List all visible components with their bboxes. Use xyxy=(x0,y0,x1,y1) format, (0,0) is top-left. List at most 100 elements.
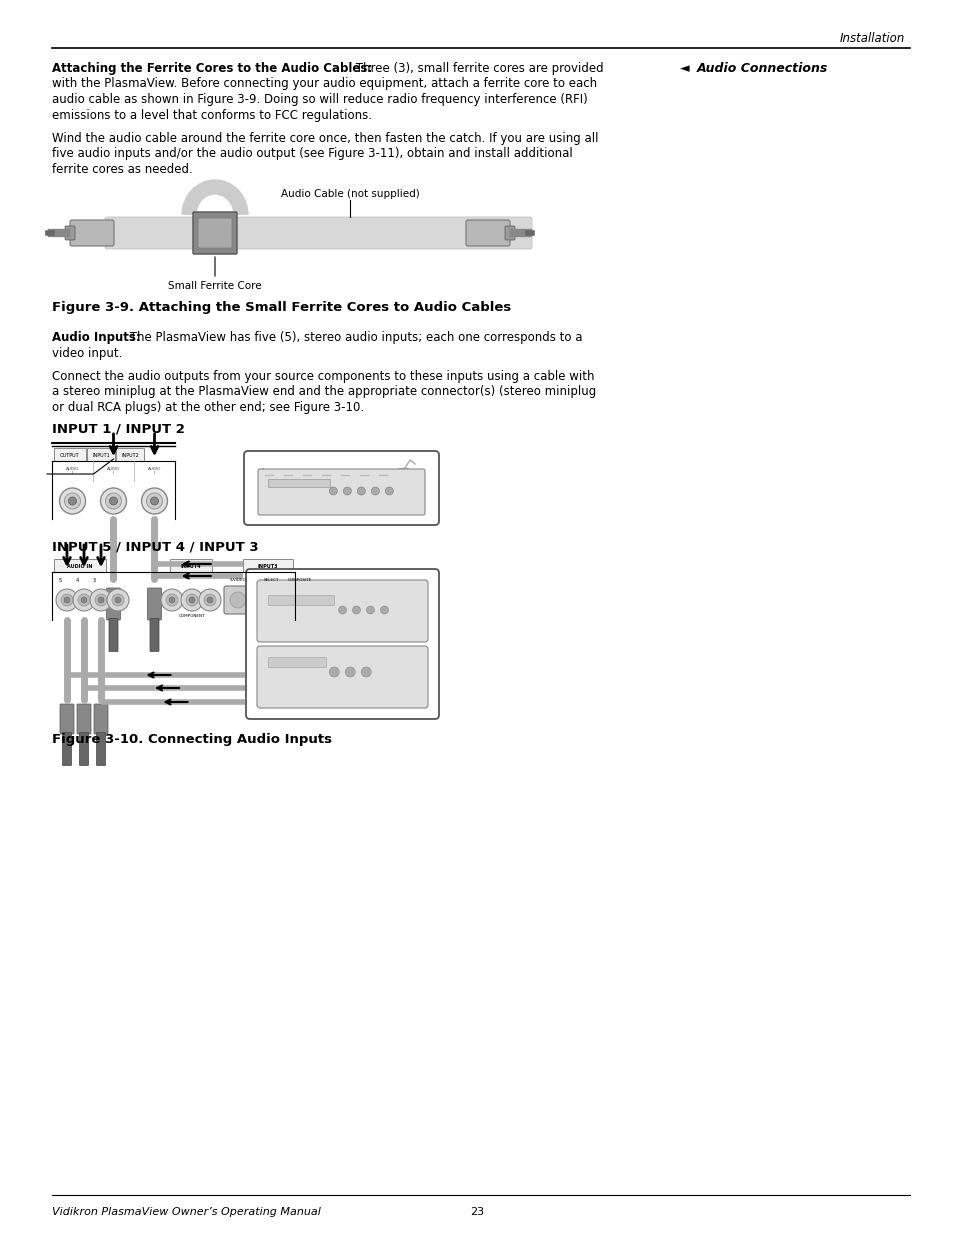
Text: AUDIO IN: AUDIO IN xyxy=(67,564,92,569)
FancyBboxPatch shape xyxy=(54,559,106,572)
Circle shape xyxy=(361,667,371,677)
FancyBboxPatch shape xyxy=(150,619,159,652)
Circle shape xyxy=(98,597,104,603)
FancyBboxPatch shape xyxy=(504,226,515,240)
Circle shape xyxy=(64,597,70,603)
Text: Figure 3-10. Connecting Audio Inputs: Figure 3-10. Connecting Audio Inputs xyxy=(52,734,332,746)
Circle shape xyxy=(329,667,339,677)
FancyBboxPatch shape xyxy=(263,468,399,472)
FancyBboxPatch shape xyxy=(63,732,71,766)
Text: ferrite cores as needed.: ferrite cores as needed. xyxy=(52,163,193,177)
Text: INPUT2: INPUT2 xyxy=(121,453,139,458)
Text: INPUT 1 / INPUT 2: INPUT 1 / INPUT 2 xyxy=(52,424,185,436)
FancyBboxPatch shape xyxy=(107,588,120,620)
Circle shape xyxy=(69,496,76,505)
Text: |: | xyxy=(153,471,155,475)
Text: Audio Connections: Audio Connections xyxy=(697,62,827,75)
Circle shape xyxy=(230,592,246,608)
Circle shape xyxy=(266,594,277,606)
Text: AUDIO: AUDIO xyxy=(107,467,120,471)
Ellipse shape xyxy=(396,468,413,488)
Text: COMPOSITE: COMPOSITE xyxy=(288,578,312,582)
Text: Connect the audio outputs from your source components to these inputs using a ca: Connect the audio outputs from your sour… xyxy=(52,370,594,383)
FancyBboxPatch shape xyxy=(70,220,113,246)
FancyBboxPatch shape xyxy=(268,479,330,487)
Circle shape xyxy=(166,594,178,606)
Circle shape xyxy=(366,606,375,614)
Circle shape xyxy=(65,493,80,509)
Circle shape xyxy=(207,597,213,603)
Text: OUTPUT: OUTPUT xyxy=(60,453,80,458)
Circle shape xyxy=(90,589,112,611)
FancyBboxPatch shape xyxy=(79,732,89,766)
FancyBboxPatch shape xyxy=(109,619,118,652)
Circle shape xyxy=(112,594,124,606)
Circle shape xyxy=(385,487,393,495)
Circle shape xyxy=(56,589,78,611)
Text: with the PlasmaView. Before connecting your audio equipment, attach a ferrite co: with the PlasmaView. Before connecting y… xyxy=(52,78,597,90)
Text: The PlasmaView has five (5), stereo audio inputs; each one corresponds to a: The PlasmaView has five (5), stereo audi… xyxy=(126,331,582,345)
Circle shape xyxy=(95,594,107,606)
Circle shape xyxy=(371,487,379,495)
Text: |: | xyxy=(71,471,73,475)
FancyBboxPatch shape xyxy=(87,448,115,461)
Text: AUDIO: AUDIO xyxy=(66,467,79,471)
FancyBboxPatch shape xyxy=(148,588,161,620)
Circle shape xyxy=(78,594,90,606)
FancyBboxPatch shape xyxy=(465,220,510,246)
Text: Audio Cable (not supplied): Audio Cable (not supplied) xyxy=(280,189,419,199)
Text: Audio Inputs:: Audio Inputs: xyxy=(52,331,141,345)
Text: INPUT4: INPUT4 xyxy=(180,564,201,569)
FancyBboxPatch shape xyxy=(314,480,328,493)
Text: 4: 4 xyxy=(75,578,78,583)
Circle shape xyxy=(352,606,360,614)
Text: five audio inputs and/or the audio output (see Figure 3-11), obtain and install : five audio inputs and/or the audio outpu… xyxy=(52,147,572,161)
Circle shape xyxy=(161,589,183,611)
FancyBboxPatch shape xyxy=(170,559,212,572)
Circle shape xyxy=(100,488,127,514)
Text: Vidikron PlasmaView Owner’s Operating Manual: Vidikron PlasmaView Owner’s Operating Ma… xyxy=(52,1207,320,1216)
Text: Small Ferrite Core: Small Ferrite Core xyxy=(168,282,261,291)
Circle shape xyxy=(343,487,351,495)
Circle shape xyxy=(61,594,73,606)
FancyBboxPatch shape xyxy=(246,569,438,719)
FancyBboxPatch shape xyxy=(60,704,74,734)
Text: S-VIDEO: S-VIDEO xyxy=(230,578,246,582)
FancyBboxPatch shape xyxy=(258,471,403,487)
Circle shape xyxy=(338,606,346,614)
Text: 5: 5 xyxy=(58,578,62,583)
Text: or dual RCA plugs) at the other end; see Figure 3-10.: or dual RCA plugs) at the other end; see… xyxy=(52,401,364,414)
Text: INPUT1: INPUT1 xyxy=(92,453,110,458)
Text: emissions to a level that conforms to FCC regulations.: emissions to a level that conforms to FC… xyxy=(52,109,372,121)
Circle shape xyxy=(186,594,198,606)
Circle shape xyxy=(345,667,355,677)
Circle shape xyxy=(199,589,221,611)
Circle shape xyxy=(357,487,365,495)
FancyBboxPatch shape xyxy=(77,704,91,734)
Circle shape xyxy=(59,488,86,514)
FancyBboxPatch shape xyxy=(257,469,424,515)
Circle shape xyxy=(380,606,388,614)
Circle shape xyxy=(73,589,95,611)
Text: Three (3), small ferrite cores are provided: Three (3), small ferrite cores are provi… xyxy=(352,62,603,75)
FancyBboxPatch shape xyxy=(244,451,438,525)
Text: AUDIO: AUDIO xyxy=(148,467,161,471)
FancyBboxPatch shape xyxy=(256,580,428,642)
Text: a stereo miniplug at the PlasmaView end and the appropriate connector(s) (stereo: a stereo miniplug at the PlasmaView end … xyxy=(52,385,596,399)
FancyBboxPatch shape xyxy=(268,595,334,605)
Text: video input.: video input. xyxy=(52,347,122,359)
Circle shape xyxy=(151,496,158,505)
Text: Wind the audio cable around the ferrite core once, then fasten the catch. If you: Wind the audio cable around the ferrite … xyxy=(52,132,598,144)
Text: INPUT 5 / INPUT 4 / INPUT 3: INPUT 5 / INPUT 4 / INPUT 3 xyxy=(52,541,258,555)
FancyBboxPatch shape xyxy=(96,732,106,766)
Circle shape xyxy=(107,589,129,611)
FancyBboxPatch shape xyxy=(193,212,236,254)
Text: |: | xyxy=(112,471,114,475)
Circle shape xyxy=(189,597,194,603)
Text: Installation: Installation xyxy=(839,32,904,44)
FancyBboxPatch shape xyxy=(65,226,75,240)
Circle shape xyxy=(181,589,203,611)
Circle shape xyxy=(204,594,215,606)
FancyBboxPatch shape xyxy=(54,448,86,461)
FancyBboxPatch shape xyxy=(198,219,232,248)
